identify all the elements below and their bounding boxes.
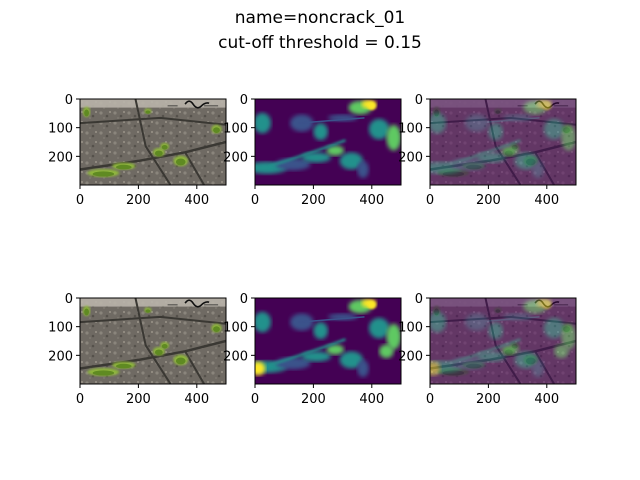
axes-r1c1: 0 200 400 0 100 200 xyxy=(223,292,402,407)
panel-heatmap-r0c1 xyxy=(255,99,401,185)
figure-subtitle: cut-off threshold = 0.15 xyxy=(218,33,422,53)
x-tick-label: 200 xyxy=(126,193,151,208)
x-tick-label: 200 xyxy=(301,392,326,407)
x-tick-label: 400 xyxy=(184,392,209,407)
axes-r0c0: 0 200 400 0 100 200 xyxy=(48,93,227,208)
x-tick-label: 0 xyxy=(76,392,84,407)
x-tick-label: 0 xyxy=(426,392,434,407)
y-tick-label: 0 xyxy=(240,93,248,108)
y-tick-label: 100 xyxy=(398,122,423,137)
y-tick-label: 100 xyxy=(398,321,423,336)
axes-frame xyxy=(254,98,402,186)
x-tick-label: 200 xyxy=(476,193,501,208)
axes-frame xyxy=(79,297,227,385)
x-tick-label: 200 xyxy=(301,193,326,208)
y-tick-label: 0 xyxy=(415,93,423,108)
y-tick-label: 200 xyxy=(398,150,423,165)
x-tick-label: 400 xyxy=(534,392,559,407)
axes-r0c1: 0 200 400 0 100 200 xyxy=(223,93,402,208)
panel-heatmap-r1c1 xyxy=(255,298,401,384)
x-tick-label: 0 xyxy=(426,193,434,208)
panel-overlay-r0c2 xyxy=(430,99,576,185)
axes-frame xyxy=(429,98,577,186)
y-tick-label: 200 xyxy=(398,349,423,364)
axes-r0c2: 0 200 400 0 100 200 xyxy=(398,93,577,208)
y-tick-label: 200 xyxy=(223,349,248,364)
axes-frame xyxy=(429,297,577,385)
y-tick-label: 0 xyxy=(240,292,248,307)
figure-title: name=noncrack_01 xyxy=(234,8,406,28)
y-tick-label: 100 xyxy=(223,321,248,336)
y-tick-label: 200 xyxy=(48,349,73,364)
x-tick-label: 400 xyxy=(184,193,209,208)
panel-photo-r1c0 xyxy=(80,298,226,384)
x-tick-label: 0 xyxy=(76,193,84,208)
y-tick-label: 200 xyxy=(48,150,73,165)
x-tick-label: 200 xyxy=(476,392,501,407)
axes-r1c0: 0 200 400 0 100 200 xyxy=(48,292,227,407)
x-tick-label: 400 xyxy=(359,392,384,407)
y-tick-label: 100 xyxy=(48,321,73,336)
x-tick-label: 0 xyxy=(251,392,259,407)
panel-photo-r0c0 xyxy=(80,99,226,185)
axes-frame xyxy=(79,98,227,186)
y-tick-label: 200 xyxy=(223,150,248,165)
x-tick-label: 400 xyxy=(359,193,384,208)
y-tick-label: 100 xyxy=(223,122,248,137)
x-tick-label: 200 xyxy=(126,392,151,407)
axes-r1c2: 0 200 400 0 100 200 xyxy=(398,292,577,407)
y-tick-label: 0 xyxy=(65,93,73,108)
y-tick-label: 100 xyxy=(48,122,73,137)
x-tick-label: 400 xyxy=(534,193,559,208)
x-tick-label: 0 xyxy=(251,193,259,208)
panel-overlay-r1c2 xyxy=(430,298,576,384)
y-tick-label: 0 xyxy=(415,292,423,307)
axes-frame xyxy=(254,297,402,385)
y-tick-label: 0 xyxy=(65,292,73,307)
